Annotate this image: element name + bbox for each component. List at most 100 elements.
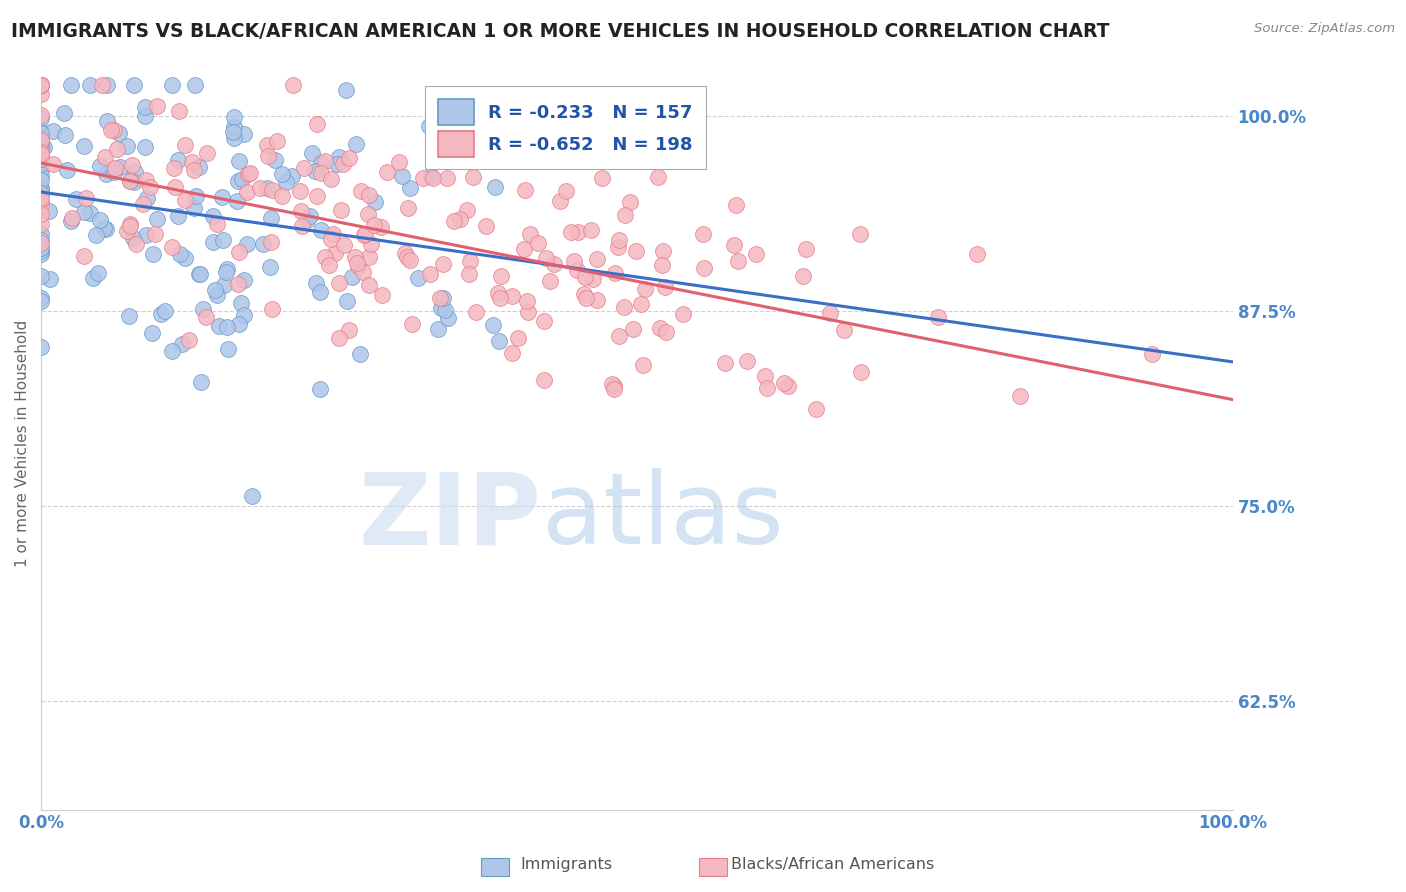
Point <box>567 225 589 239</box>
Point <box>353 227 375 242</box>
Point <box>73 249 96 263</box>
Point <box>575 291 598 305</box>
Point <box>614 208 637 222</box>
Point <box>228 317 250 331</box>
Point <box>723 238 745 252</box>
Point <box>217 343 239 357</box>
Point <box>30 244 52 259</box>
Point <box>73 204 96 219</box>
Point <box>228 154 250 169</box>
Point <box>522 136 544 150</box>
Point <box>107 142 129 156</box>
Point <box>350 184 373 198</box>
Legend: R = -0.233   N = 157, R = -0.652   N = 198: R = -0.233 N = 157, R = -0.652 N = 198 <box>425 87 706 169</box>
Point <box>290 204 312 219</box>
Point <box>142 247 165 261</box>
Point <box>314 154 336 169</box>
Point <box>776 379 799 393</box>
Point <box>307 188 329 202</box>
Point <box>167 153 190 168</box>
Point <box>30 182 52 196</box>
Point <box>486 285 509 300</box>
Point <box>346 256 368 270</box>
Point <box>238 167 260 181</box>
Point <box>292 161 315 176</box>
Point <box>321 232 343 246</box>
Point <box>806 402 828 417</box>
Point <box>212 234 235 248</box>
Point <box>714 356 737 370</box>
Point <box>343 250 366 264</box>
Point <box>160 239 183 253</box>
Point <box>565 263 588 277</box>
Point <box>319 172 342 186</box>
Point <box>585 293 607 308</box>
Point <box>347 259 370 273</box>
Point <box>30 78 52 93</box>
Point <box>396 250 419 264</box>
Point <box>233 308 256 322</box>
Point <box>82 271 104 285</box>
Point <box>56 162 79 177</box>
Point <box>30 181 52 195</box>
Point <box>344 136 367 151</box>
Point <box>357 207 380 221</box>
Point <box>170 336 193 351</box>
Point <box>104 161 127 175</box>
Point <box>124 165 146 179</box>
Point <box>484 180 506 194</box>
Point <box>208 318 231 333</box>
Point <box>103 165 125 179</box>
Point <box>118 217 141 231</box>
Point <box>42 157 65 171</box>
Point <box>654 280 676 294</box>
Point <box>93 150 115 164</box>
Point <box>30 217 52 231</box>
Point <box>434 302 457 317</box>
Point <box>30 78 52 93</box>
Point <box>30 241 52 255</box>
Point <box>60 78 83 93</box>
Point <box>309 166 332 180</box>
Point <box>202 235 225 249</box>
Point <box>30 135 52 149</box>
Point <box>30 157 52 171</box>
Point <box>103 123 125 137</box>
Point <box>515 183 537 197</box>
Point <box>332 157 354 171</box>
Point <box>30 133 52 147</box>
Point <box>90 78 112 93</box>
Point <box>143 227 166 241</box>
Point <box>591 171 613 186</box>
Point <box>259 260 281 275</box>
Point <box>30 130 52 145</box>
Point <box>30 191 52 205</box>
Point <box>86 266 108 280</box>
Point <box>519 227 541 241</box>
Point <box>630 296 652 310</box>
Point <box>391 169 413 183</box>
Point <box>125 237 148 252</box>
Point <box>266 134 288 148</box>
Point <box>30 126 52 140</box>
Point <box>550 194 572 209</box>
Point <box>419 169 441 183</box>
Point <box>339 323 361 337</box>
Point <box>457 268 479 282</box>
Point <box>30 173 52 187</box>
Point <box>357 250 380 264</box>
Point <box>533 373 555 387</box>
Point <box>60 211 83 225</box>
Point <box>231 295 253 310</box>
Point <box>624 244 647 258</box>
Point <box>96 221 118 235</box>
Point <box>30 235 52 250</box>
Point <box>651 258 673 272</box>
Point <box>443 214 465 228</box>
Point <box>222 125 245 139</box>
Point <box>167 103 190 118</box>
Point <box>135 172 157 186</box>
Point <box>30 123 52 137</box>
Point <box>94 167 117 181</box>
Point <box>375 165 398 179</box>
